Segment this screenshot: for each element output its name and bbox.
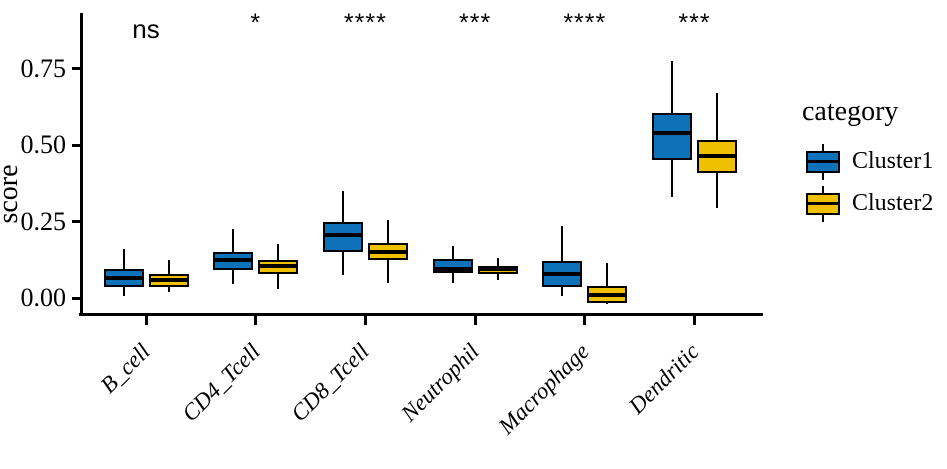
box-median — [105, 276, 142, 281]
box-median — [434, 266, 471, 271]
significance-label: ns — [132, 14, 160, 44]
box-median — [544, 271, 581, 276]
legend-entry: Cluster2 — [798, 184, 947, 224]
box-median — [260, 263, 297, 268]
box-median — [324, 233, 361, 238]
y-tick-label: 0.75 — [20, 53, 67, 83]
boxplot-chart: score 0.00 0.25 0.50 0.75 B_cell CD4_Tcell CD… — [0, 9, 947, 439]
significance-label: **** — [343, 9, 387, 37]
box-median — [589, 292, 626, 297]
box-median — [654, 130, 690, 135]
x-tick-mark — [693, 316, 696, 325]
x-axis-line — [79, 313, 763, 316]
x-tick-label: Macrophage — [493, 338, 594, 439]
box-median — [479, 266, 516, 271]
x-tick-label: CD4_Tcell — [176, 338, 265, 427]
boxplot-key-icon — [806, 144, 840, 180]
significance-label: **** — [563, 9, 607, 37]
y-tick-mark — [72, 220, 81, 223]
box-median — [150, 277, 187, 282]
x-tick-label: CD8_Tcell — [286, 338, 375, 427]
legend-entry: Cluster1 — [798, 142, 947, 182]
legend-label: Cluster1 — [852, 148, 934, 174]
legend-label: Cluster2 — [852, 190, 934, 216]
y-tick-mark — [72, 143, 81, 147]
box-median — [369, 250, 406, 255]
y-tick-mark — [72, 296, 81, 300]
box-iqr — [652, 112, 692, 161]
x-tick-label: Dendritic — [623, 338, 704, 419]
legend-entries: Cluster1 Cluster2 — [798, 142, 947, 224]
significance-label: * — [250, 9, 262, 37]
key-median-line — [808, 160, 838, 163]
y-axis-line — [80, 13, 83, 316]
significance-label: *** — [459, 9, 492, 37]
legend-title: category — [802, 96, 899, 127]
box-whisker — [606, 262, 609, 305]
y-tick-mark — [72, 67, 81, 70]
key-median-line — [808, 202, 838, 205]
box-median — [215, 257, 252, 262]
y-tick-label: 0.00 — [20, 283, 67, 312]
y-tick-label: 0.25 — [20, 206, 67, 236]
x-tick-mark — [473, 316, 477, 325]
significance-label: *** — [678, 9, 711, 37]
x-tick-mark — [583, 316, 587, 325]
y-tick-label: 0.50 — [20, 130, 67, 159]
x-tick-label: Neutrophil — [396, 338, 484, 427]
box-median — [699, 153, 735, 158]
x-tick-mark — [363, 316, 367, 325]
x-tick-label: B_cell — [95, 338, 155, 398]
x-tick-mark — [254, 316, 258, 325]
boxplot-key-icon — [806, 186, 840, 222]
legend: category Cluster1 Cluster2 — [798, 96, 947, 226]
x-tick-mark — [144, 316, 148, 325]
